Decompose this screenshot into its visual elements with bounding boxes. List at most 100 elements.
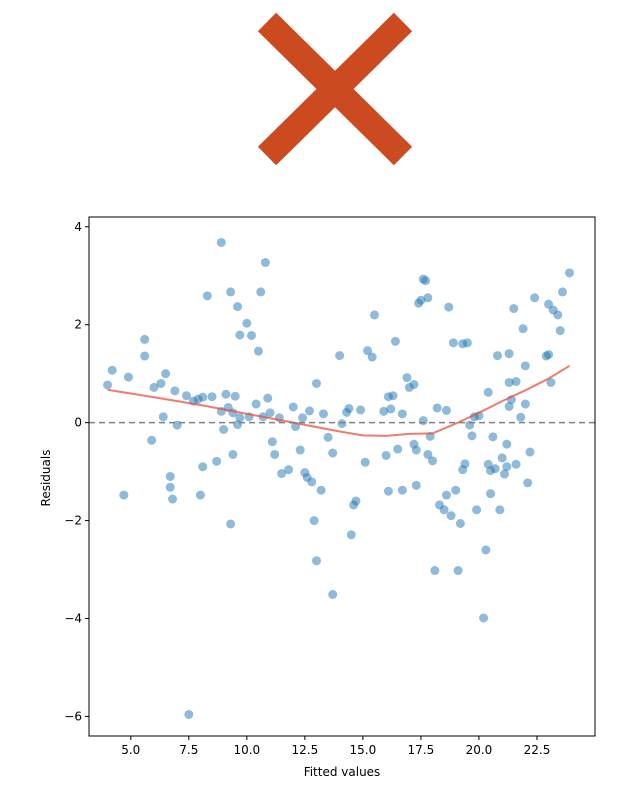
scatter-point (219, 424, 229, 434)
scatter-point (409, 379, 419, 389)
scatter-point (168, 494, 178, 504)
scatter-point (242, 318, 252, 328)
scatter-point (235, 413, 245, 423)
scatter-point (432, 403, 442, 413)
scatter-point (316, 485, 326, 495)
scatter-point (119, 490, 129, 500)
scatter-point (344, 403, 354, 413)
scatter-point (198, 462, 208, 472)
scatter-point (441, 490, 451, 500)
x-tick-label: 17.5 (408, 743, 435, 757)
plot-frame (88, 216, 596, 737)
scatter-point (360, 457, 370, 467)
scatter-point (428, 456, 438, 466)
scatter-point (444, 302, 454, 312)
scatter-point (555, 326, 565, 336)
scatter-point (307, 477, 317, 487)
scatter-point (253, 346, 263, 356)
scatter-point (493, 351, 503, 361)
scatter-point (363, 346, 373, 356)
scatter-point (267, 437, 277, 447)
scatter-point (497, 453, 507, 463)
y-tick-label: 2 (74, 318, 82, 332)
scatter-point (397, 485, 407, 495)
scatter-point (311, 378, 321, 388)
scatter-point (502, 462, 512, 472)
scatter-point (309, 516, 319, 526)
scatter-points (103, 237, 574, 719)
y-tick-label: 0 (74, 416, 82, 430)
scatter-point (233, 302, 243, 312)
scatter-point (502, 439, 512, 449)
scatter-point (504, 377, 514, 387)
scatter-point (103, 380, 113, 390)
scatter-point (430, 566, 440, 576)
scatter-point (226, 519, 236, 529)
scatter-point (161, 369, 171, 379)
scatter-point (256, 287, 266, 297)
scatter-point (455, 519, 465, 529)
scatter-point (511, 459, 521, 469)
scatter-point (504, 401, 514, 411)
scatter-point (423, 449, 433, 459)
scatter-point (448, 338, 458, 348)
scatter-point (228, 449, 238, 459)
scatter-point (520, 399, 530, 409)
scatter-point (184, 709, 194, 719)
scatter-point (277, 469, 287, 479)
scatter-point (525, 447, 535, 457)
scatter-point (170, 386, 180, 396)
scatter-point (386, 404, 396, 414)
scatter-point (520, 361, 530, 371)
scatter-point (451, 485, 461, 495)
scatter-point (251, 399, 261, 409)
scatter-point (351, 496, 361, 506)
scatter-point (460, 459, 470, 469)
scatter-point (181, 391, 191, 401)
scatter-point (328, 448, 338, 458)
scatter-point (226, 287, 236, 297)
x-axis-label: Fitted values (304, 765, 381, 779)
x-tick-label: 22.5 (524, 743, 551, 757)
scatter-point (546, 377, 556, 387)
scatter-point (328, 589, 338, 599)
scatter-point (158, 412, 168, 422)
scatter-point (462, 338, 472, 348)
scatter-point (544, 350, 554, 360)
scatter-point (481, 545, 491, 555)
scatter-point (337, 419, 347, 429)
scatter-point (479, 613, 489, 623)
scatter-point (402, 373, 412, 383)
scatter-point (107, 365, 117, 375)
x-tick-label: 20.0 (466, 743, 493, 757)
scatter-point (488, 432, 498, 442)
scatter-point (558, 287, 568, 297)
scatter-point (511, 377, 521, 387)
scatter-point (265, 408, 275, 418)
scatter-point (369, 310, 379, 320)
scatter-point (246, 330, 256, 340)
x-tick-label: 7.5 (179, 743, 198, 757)
scatter-point (504, 349, 514, 359)
scatter-point (530, 293, 540, 303)
y-tick-label: −4 (64, 611, 82, 625)
scatter-point (411, 480, 421, 490)
scatter-point (149, 382, 159, 392)
scatter-point (298, 413, 308, 423)
scatter-point (295, 445, 305, 455)
scatter-point (453, 566, 463, 576)
scatter-point (318, 409, 328, 419)
scatter-point (216, 237, 226, 247)
scatter-point (356, 405, 366, 415)
scatter-point (516, 412, 526, 422)
red-x-mark-icon (257, 12, 413, 166)
scatter-point (367, 352, 377, 362)
scatter-point (235, 330, 245, 340)
x-tick-label: 10.0 (233, 743, 260, 757)
x-tick-label: 12.5 (292, 743, 319, 757)
scatter-point (421, 276, 431, 286)
scatter-point (483, 387, 493, 397)
y-tick-label: −6 (64, 709, 82, 723)
scatter-point (195, 490, 205, 500)
